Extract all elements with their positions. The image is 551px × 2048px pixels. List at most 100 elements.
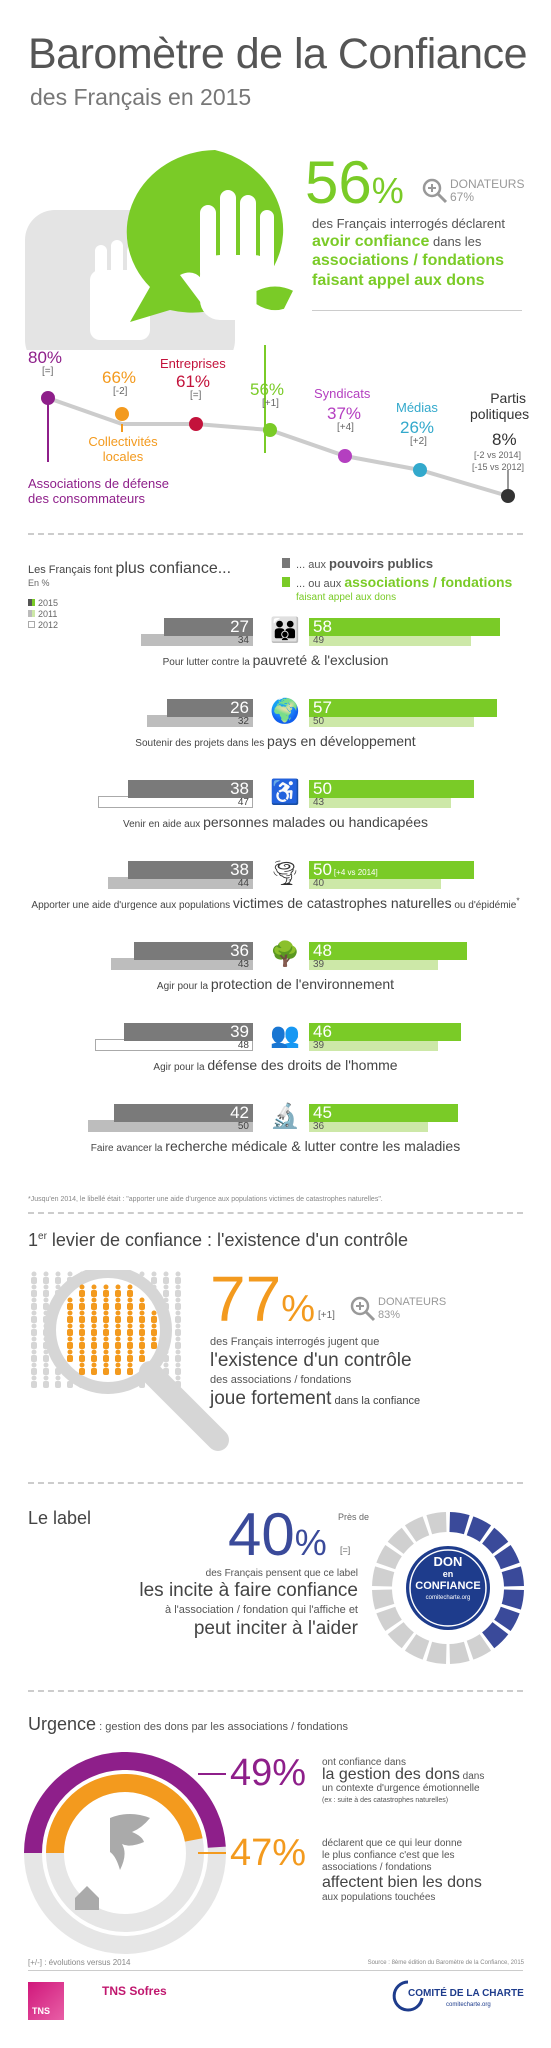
- gauge-segment: [372, 1566, 395, 1587]
- bar-asso-2015: [309, 861, 474, 879]
- arc-49: [24, 1752, 226, 1854]
- page-subtitle: des Français en 2015: [30, 84, 252, 110]
- bar-asso-old-value: 36: [313, 1121, 325, 1132]
- urgence-donut: [24, 1752, 226, 1954]
- urgence-heading: Urgence : gestion des dons par les assoc…: [28, 1714, 348, 1734]
- people-group-icon: 👥: [270, 1022, 300, 1049]
- point-syndicats: [338, 449, 352, 463]
- label-line4: peut inciter à l'aider: [193, 1618, 358, 1639]
- section-divider: [28, 1690, 523, 1692]
- bar-category-label: Agir pour la protection de l'environneme…: [156, 976, 395, 992]
- bar-asso-old-value: 39: [313, 959, 325, 970]
- people-icon: 👪: [270, 617, 300, 644]
- legend-pouvoirs: ... aux pouvoirs publics: [282, 556, 433, 571]
- section-divider: [28, 533, 523, 535]
- point-associations: [263, 423, 277, 437]
- legend-associations-sub: faisant appel aux dons: [296, 592, 397, 603]
- bar-asso-previous: [309, 958, 438, 970]
- bar-pub-value: 26: [230, 698, 249, 717]
- gauge-segment: [494, 1606, 520, 1632]
- trust-change-6: [-2 vs 2014]: [474, 450, 522, 460]
- bar-pub-value: 39: [230, 1022, 249, 1041]
- gauge-segment: [494, 1544, 520, 1570]
- connector-line: [264, 345, 266, 453]
- connector-49: [198, 1773, 226, 1775]
- bar-pub-old-value: 50: [237, 1121, 249, 1132]
- levier-line2: l'existence d'un contrôle: [210, 1350, 412, 1371]
- gauge-segment: [466, 1516, 492, 1542]
- section2-heading: Les Français font plus confiance...: [28, 560, 232, 577]
- trust-value-6: 8%: [492, 430, 517, 449]
- point-medias: [413, 463, 427, 477]
- levier-percent: 77%: [210, 1263, 315, 1335]
- bar-asso-note: [+4 vs 2014]: [333, 868, 378, 877]
- gauge-segment: [404, 1634, 430, 1660]
- bar-asso-previous: [309, 715, 474, 727]
- label-change: [=]: [340, 1545, 351, 1555]
- bar-asso-value: 46: [313, 1022, 332, 1041]
- bar-pub-old-value: 32: [237, 716, 249, 727]
- trust-change-4: [+4]: [337, 422, 354, 433]
- levier-donateurs: DONATEURS 83%: [378, 1296, 447, 1321]
- trust-change-2: [=]: [190, 390, 202, 401]
- footer-source: Source : 8ème édition du Baromètre de la…: [367, 1960, 524, 1966]
- bar-asso-old-value: 43: [313, 797, 325, 808]
- section2-unit: En %: [28, 578, 50, 588]
- gauge-segment: [387, 1527, 414, 1554]
- bar-asso-previous: [309, 634, 471, 646]
- trust-value-0: 80%: [28, 348, 63, 367]
- bar-asso-previous: [309, 1120, 428, 1132]
- bar-pub-old-value: 48: [237, 1040, 249, 1051]
- point-consommateurs: [41, 391, 55, 405]
- trust-label-1: Collectivités locales: [88, 434, 158, 464]
- trust-value-2: 61%: [176, 372, 211, 391]
- year-legend: 2015 2011 2012: [28, 598, 58, 631]
- bar-pub-previous: [140, 634, 253, 646]
- bar-asso-value: 50 [+4 vs 2014]: [313, 860, 378, 879]
- gauge-segment: [449, 1641, 470, 1664]
- wheelchair-icon: ♿: [270, 779, 300, 806]
- trust-label-0: Associations de défense des consommateurs: [28, 476, 169, 506]
- trust-change-1: [-2]: [113, 386, 128, 397]
- comite-logo-icon: [392, 1980, 424, 2012]
- trust-value-3: 56%: [250, 380, 285, 399]
- tree-icon: 🌳: [270, 941, 300, 968]
- label-line2: les incite à faire confiance: [139, 1580, 358, 1601]
- gauge-segment: [482, 1527, 509, 1554]
- bar-category-label: Soutenir des projets dans les pays en dé…: [135, 733, 416, 749]
- bar-asso-2015: [309, 618, 501, 636]
- trust-change-5: [+2]: [410, 436, 427, 447]
- trust-label-6: Partis politiques: [470, 390, 530, 422]
- point-entreprises: [189, 417, 203, 431]
- intro-percent: 56%: [305, 149, 404, 216]
- magnifier-people-illustration: [31, 1270, 229, 1451]
- urgence-text-1: ont confiance dans la gestion des dons d…: [322, 1757, 485, 1804]
- trust-value-1: 66%: [102, 368, 137, 387]
- trust-change-0: [=]: [42, 366, 54, 377]
- magnifier-plus-icon: [422, 178, 448, 204]
- bar-asso-2015: [309, 942, 468, 960]
- bar-category-label: Pour lutter contre la pauvreté & l'exclu…: [162, 652, 389, 668]
- section-divider: [28, 1482, 523, 1484]
- bar-pub-old-value: 34: [237, 635, 249, 646]
- bar-category-label: Apporter une aide d'urgence aux populati…: [31, 895, 520, 911]
- bar-asso-previous: [309, 796, 451, 808]
- trust-change-3: [+1]: [262, 398, 279, 409]
- bar-pub-2015: [167, 699, 253, 717]
- bar-asso-old-value: 50: [313, 716, 325, 727]
- trust-change2-6: [-15 vs 2012]: [472, 462, 525, 472]
- intro-line1: des Français interrogés déclarent: [312, 216, 505, 231]
- bar-asso-value: 50: [313, 779, 332, 798]
- footnote: *Jusqu'en 2014, le libellé était : "appo…: [28, 1196, 383, 1203]
- divider: [312, 310, 522, 311]
- globe-icon: 🌍: [270, 698, 300, 725]
- levier-change: [+1]: [318, 1310, 335, 1321]
- bar-pub-2015: [124, 1023, 253, 1041]
- bar-asso-previous: [309, 877, 441, 889]
- bar-pub-2015: [134, 942, 253, 960]
- label-percent: 40%: [228, 1501, 327, 1568]
- bar-pub-2015: [114, 1104, 253, 1122]
- bar-pub-old-value: 44: [237, 878, 249, 889]
- label-line1: des Français pensent que ce label: [205, 1568, 358, 1579]
- point-partis: [501, 489, 515, 503]
